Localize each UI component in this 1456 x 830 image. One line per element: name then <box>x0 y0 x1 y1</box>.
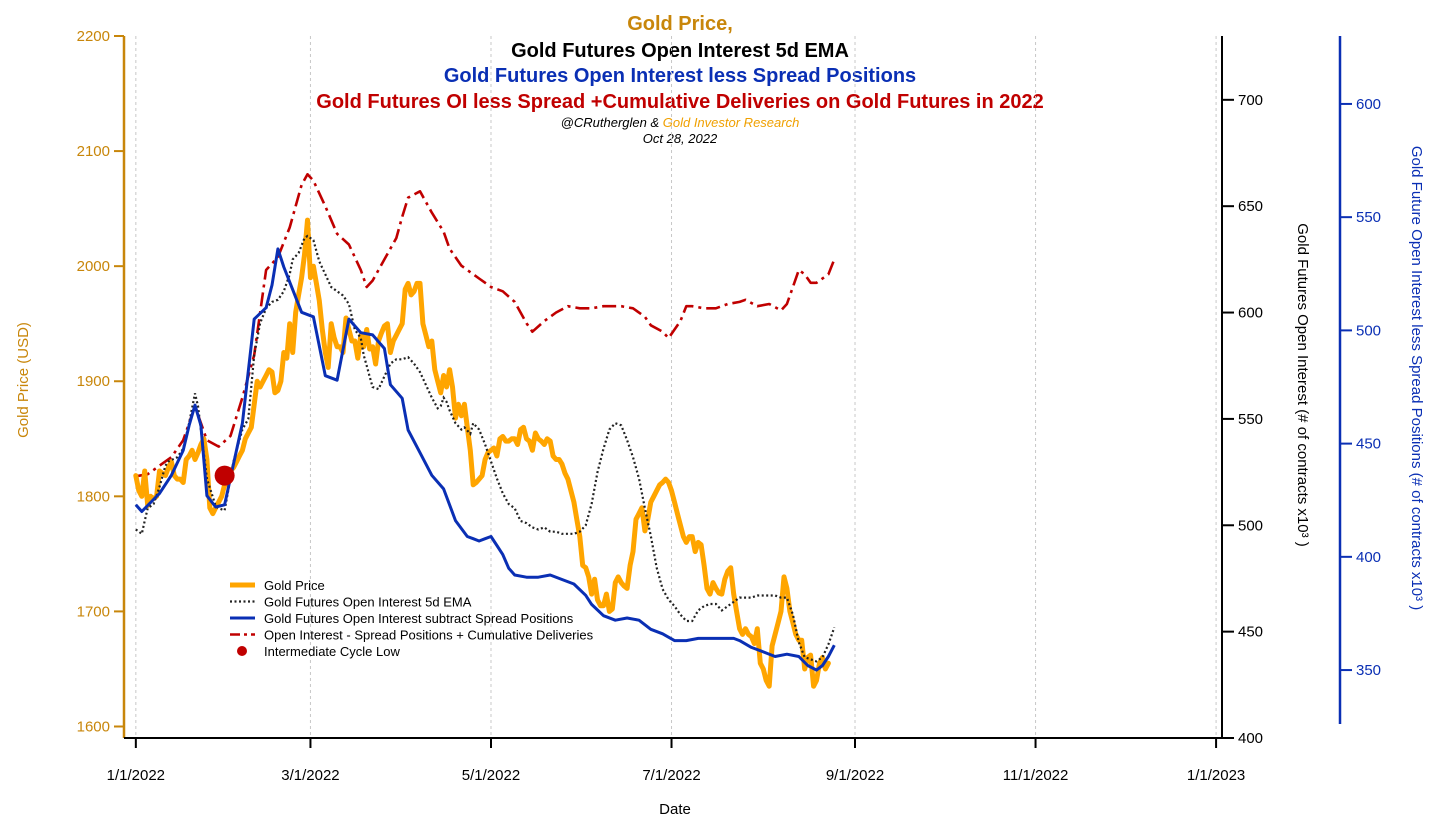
legend-label: Open Interest - Spread Positions + Cumul… <box>264 628 594 643</box>
chart-title: Gold Price, Gold Futures Open Interest 5… <box>316 13 1043 146</box>
x-tick-label: 3/1/2022 <box>281 767 339 784</box>
x-tick-label: 11/1/2022 <box>1003 767 1069 784</box>
x-tick-label: 7/1/2022 <box>642 767 700 784</box>
y-right1-tick-label: 550 <box>1238 411 1263 428</box>
y-right2-tick-label: 450 <box>1356 436 1381 453</box>
open-interest-ema-line <box>135 234 836 663</box>
y-left-axis-label: Gold Price (USD) <box>15 322 32 438</box>
x-tick-label: 1/1/2023 <box>1187 767 1245 784</box>
x-axis-label: Date <box>659 801 691 818</box>
credit-line: @CRutherglen & Gold Investor Research <box>561 115 800 130</box>
y-right2-axis-label: Gold Future Open Interest less Spread Po… <box>1408 146 1425 610</box>
y-right2-tick-label: 500 <box>1356 322 1381 339</box>
y-right2-tick-label: 550 <box>1356 209 1381 226</box>
oi-plus-deliveries-line <box>135 173 836 478</box>
x-axis-ticks: 1/1/2022 3/1/2022 5/1/2022 7/1/2022 9/1/2022… <box>107 738 1245 784</box>
legend: Gold Price Gold Futures Open Interest 5d … <box>230 578 594 659</box>
title-line-4: Gold Futures OI less Spread +Cumulative … <box>316 91 1043 113</box>
legend-label: Gold Futures Open Interest 5d EMA <box>264 595 472 610</box>
y-left-tick-label: 1700 <box>77 603 110 620</box>
axes <box>122 36 1342 739</box>
credit-name: Gold Investor Research <box>663 115 800 130</box>
y-right1-tick-label: 600 <box>1238 305 1263 322</box>
y-left-ticks: 1600 1700 1800 1900 2000 2100 2200 <box>77 28 124 735</box>
y-right2-tick-label: 400 <box>1356 549 1381 566</box>
title-line-1: Gold Price, <box>627 13 733 35</box>
y-right1-tick-label: 700 <box>1238 92 1263 109</box>
y-right2-tick-label: 600 <box>1356 96 1381 113</box>
series-layer <box>133 173 836 689</box>
gold-price-line <box>133 217 831 689</box>
intermediate-cycle-low-marker <box>214 465 235 486</box>
y-right1-axis-label: Gold Futures Open Interest (# of contrac… <box>1294 223 1311 546</box>
vertical-grid <box>135 36 1217 738</box>
y-left-tick-label: 2000 <box>77 258 110 275</box>
y-left-tick-label: 2200 <box>77 28 110 45</box>
y-right1-tick-label: 400 <box>1238 730 1263 747</box>
y-left-tick-label: 2100 <box>77 143 110 160</box>
y-right1-ticks: 400 450 500 550 600 650 700 <box>1222 92 1263 747</box>
y-left-tick-label: 1600 <box>77 718 110 735</box>
title-line-2: Gold Futures Open Interest 5d EMA <box>511 40 849 62</box>
y-right1-tick-label: 500 <box>1238 517 1263 534</box>
x-tick-label: 5/1/2022 <box>462 767 520 784</box>
y-left-tick-label: 1900 <box>77 373 110 390</box>
y-right1-tick-label: 450 <box>1238 624 1263 641</box>
y-right2-ticks: 350 400 450 500 550 600 <box>1340 96 1381 679</box>
y-right1-tick-label: 650 <box>1238 198 1263 215</box>
legend-label: Intermediate Cycle Low <box>264 644 400 659</box>
credit-prefix: @CRutherglen & <box>561 115 663 130</box>
x-tick-label: 1/1/2022 <box>107 767 165 784</box>
legend-label: Gold Futures Open Interest subtract Spre… <box>264 611 574 626</box>
legend-swatch <box>237 646 247 656</box>
legend-label: Gold Price <box>264 578 325 593</box>
date-text: Oct 28, 2022 <box>643 131 718 146</box>
y-right2-tick-label: 350 <box>1356 662 1381 679</box>
y-left-tick-label: 1800 <box>77 488 110 505</box>
title-line-3: Gold Futures Open Interest less Spread P… <box>444 65 916 87</box>
x-tick-label: 9/1/2022 <box>826 767 884 784</box>
oi-less-spread-line <box>134 247 836 672</box>
